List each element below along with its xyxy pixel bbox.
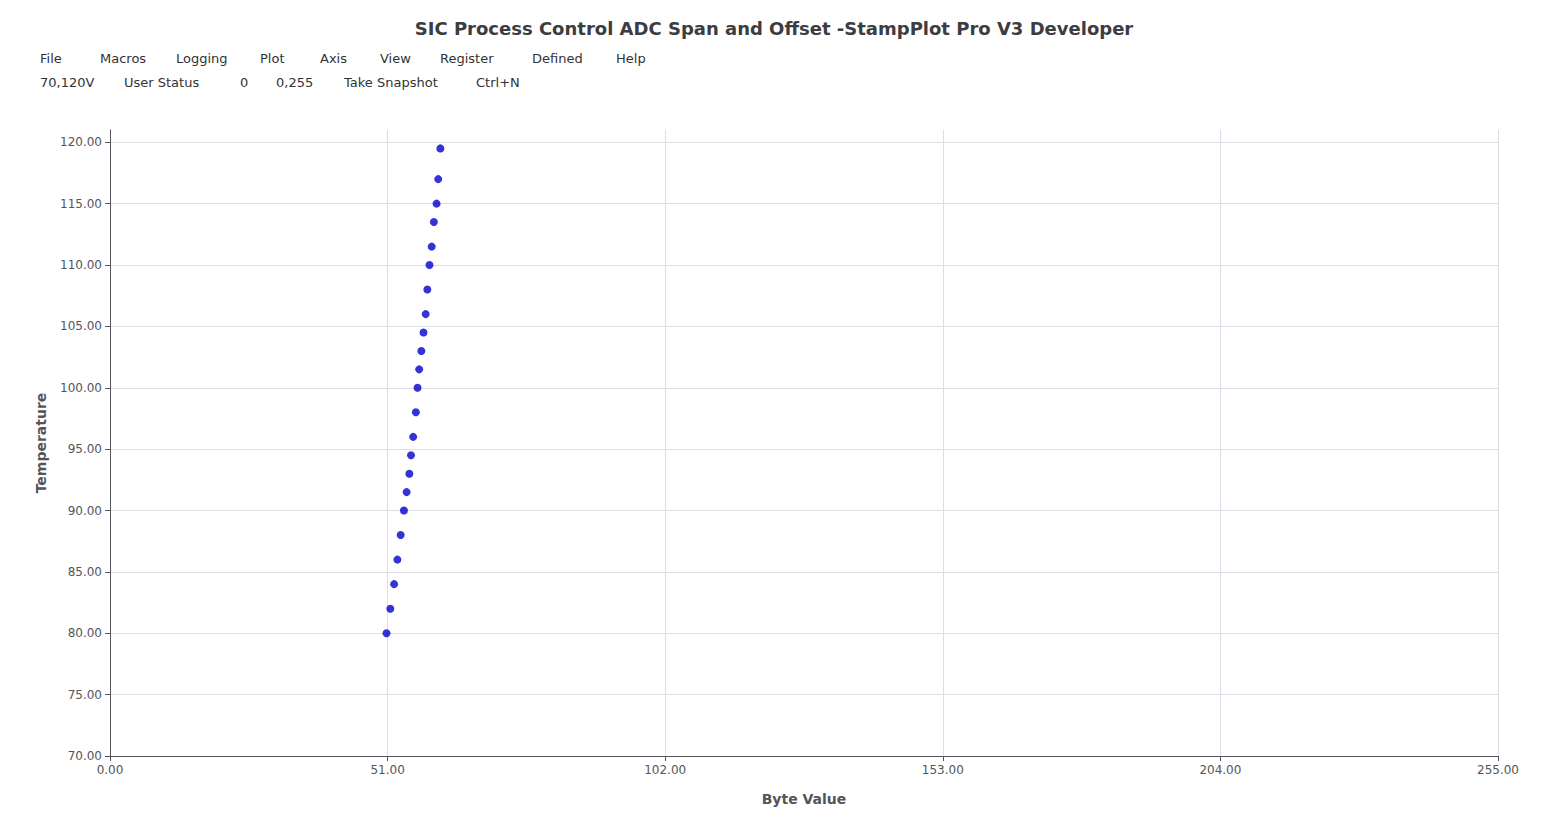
svg-text:Ctrl+N: Ctrl+N xyxy=(476,75,520,90)
svg-text:153.00: 153.00 xyxy=(922,763,964,777)
svg-text:Byte Value: Byte Value xyxy=(762,791,847,807)
svg-text:Macros: Macros xyxy=(100,51,146,66)
svg-text:100.00: 100.00 xyxy=(60,381,102,395)
svg-text:120.00: 120.00 xyxy=(60,135,102,149)
svg-text:Help: Help xyxy=(616,51,646,66)
svg-text:File: File xyxy=(40,51,62,66)
svg-text:70.00: 70.00 xyxy=(68,749,102,763)
svg-text:Register: Register xyxy=(440,51,494,66)
svg-text:95.00: 95.00 xyxy=(68,442,102,456)
svg-text:255.00: 255.00 xyxy=(1477,763,1519,777)
svg-text:90.00: 90.00 xyxy=(68,504,102,518)
svg-text:0,255: 0,255 xyxy=(276,75,313,90)
svg-text:51.00: 51.00 xyxy=(370,763,404,777)
svg-text:80.00: 80.00 xyxy=(68,626,102,640)
svg-text:70,120V: 70,120V xyxy=(40,75,94,90)
svg-text:102.00: 102.00 xyxy=(644,763,686,777)
svg-text:0: 0 xyxy=(240,75,248,90)
svg-text:105.00: 105.00 xyxy=(60,319,102,333)
svg-text:115.00: 115.00 xyxy=(60,197,102,211)
svg-text:110.00: 110.00 xyxy=(60,258,102,272)
svg-text:Take Snapshot: Take Snapshot xyxy=(343,75,438,90)
svg-text:Axis: Axis xyxy=(320,51,347,66)
svg-text:Logging: Logging xyxy=(176,51,228,66)
svg-text:75.00: 75.00 xyxy=(68,688,102,702)
svg-text:204.00: 204.00 xyxy=(1199,763,1241,777)
svg-text:Defined: Defined xyxy=(532,51,583,66)
svg-text:85.00: 85.00 xyxy=(68,565,102,579)
svg-text:Temperature: Temperature xyxy=(33,393,49,494)
svg-text:0.00: 0.00 xyxy=(97,763,124,777)
svg-text:Plot: Plot xyxy=(260,51,285,66)
svg-text:User Status: User Status xyxy=(124,75,199,90)
svg-text:SIC Process Control ADC Span a: SIC Process Control ADC Span and Offset … xyxy=(415,18,1134,39)
svg-text:View: View xyxy=(380,51,411,66)
